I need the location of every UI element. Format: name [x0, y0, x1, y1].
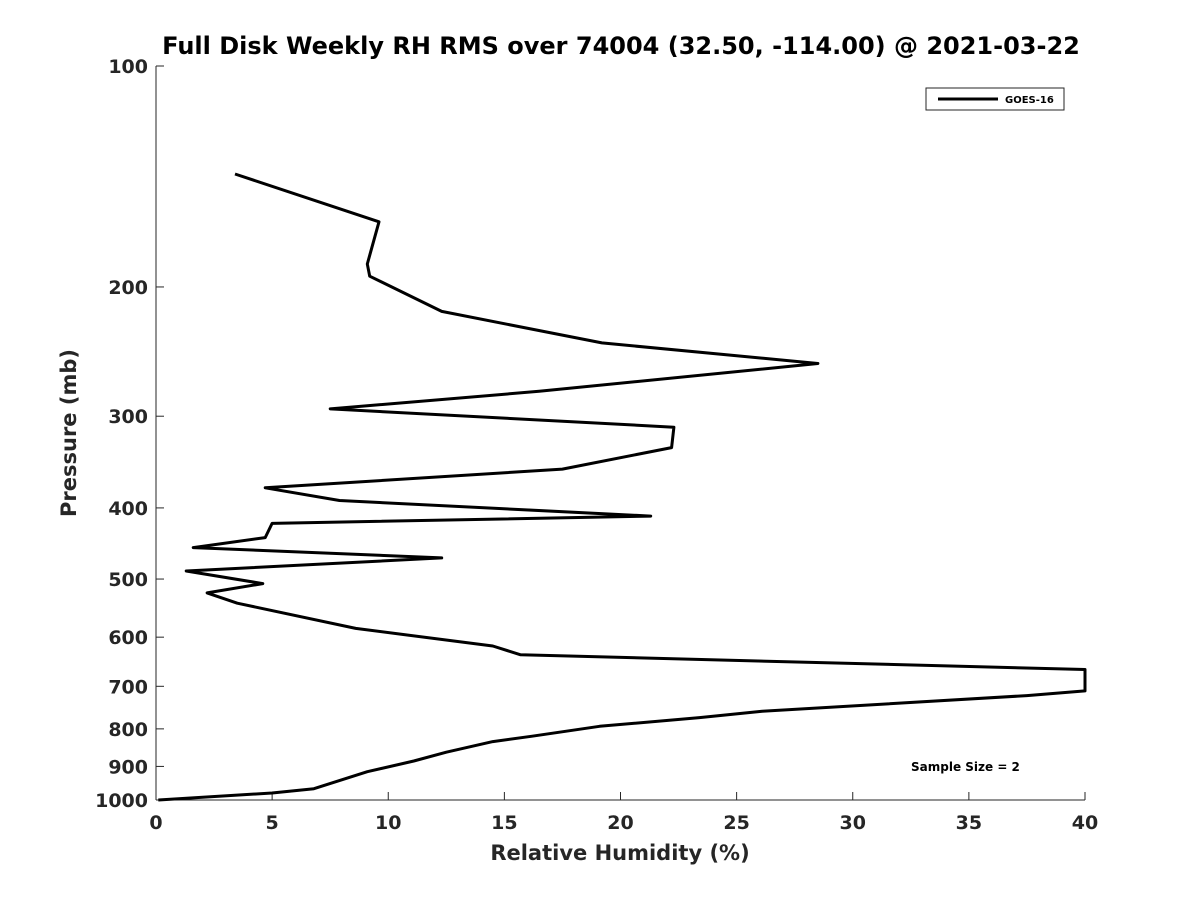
y-tick-label: 400	[108, 498, 148, 520]
y-tick-label: 1000	[95, 790, 148, 812]
x-ticks: 0 5 10 15 20 25 30 35 40	[149, 792, 1098, 834]
y-tick-label: 300	[108, 406, 148, 428]
sample-size-annotation: Sample Size = 2	[911, 760, 1020, 774]
x-tick-label: 10	[375, 812, 401, 834]
y-tick-label: 800	[108, 719, 148, 741]
y-tick-label: 700	[108, 676, 148, 698]
y-tick-label: 200	[108, 277, 148, 299]
series-layer	[158, 172, 1087, 802]
y-tick-label: 600	[108, 627, 148, 649]
x-tick-label: 15	[491, 812, 517, 834]
x-tick-label: 25	[723, 812, 749, 834]
axes	[155, 66, 1085, 801]
x-tick-label: 5	[266, 812, 279, 834]
x-tick-label: 30	[840, 812, 866, 834]
y-ticks: 100 200 300 400 500 600 700 800 900 1000	[95, 56, 164, 812]
legend-label: GOES-16	[1005, 95, 1054, 106]
x-tick-label: 40	[1072, 812, 1098, 834]
x-tick-label: 0	[149, 812, 162, 834]
legend: GOES-16	[925, 87, 1065, 111]
y-tick-label: 500	[108, 569, 148, 591]
chart-title: Full Disk Weekly RH RMS over 74004 (32.5…	[162, 32, 1080, 60]
y-tick-label: 900	[108, 756, 148, 778]
y-axis-label: Pressure (mb)	[57, 349, 81, 517]
x-tick-label: 35	[956, 812, 982, 834]
series-line-goes-16	[158, 172, 1087, 802]
y-tick-label: 100	[108, 56, 148, 78]
x-axis-label: Relative Humidity (%)	[490, 841, 749, 865]
x-tick-label: 20	[607, 812, 633, 834]
